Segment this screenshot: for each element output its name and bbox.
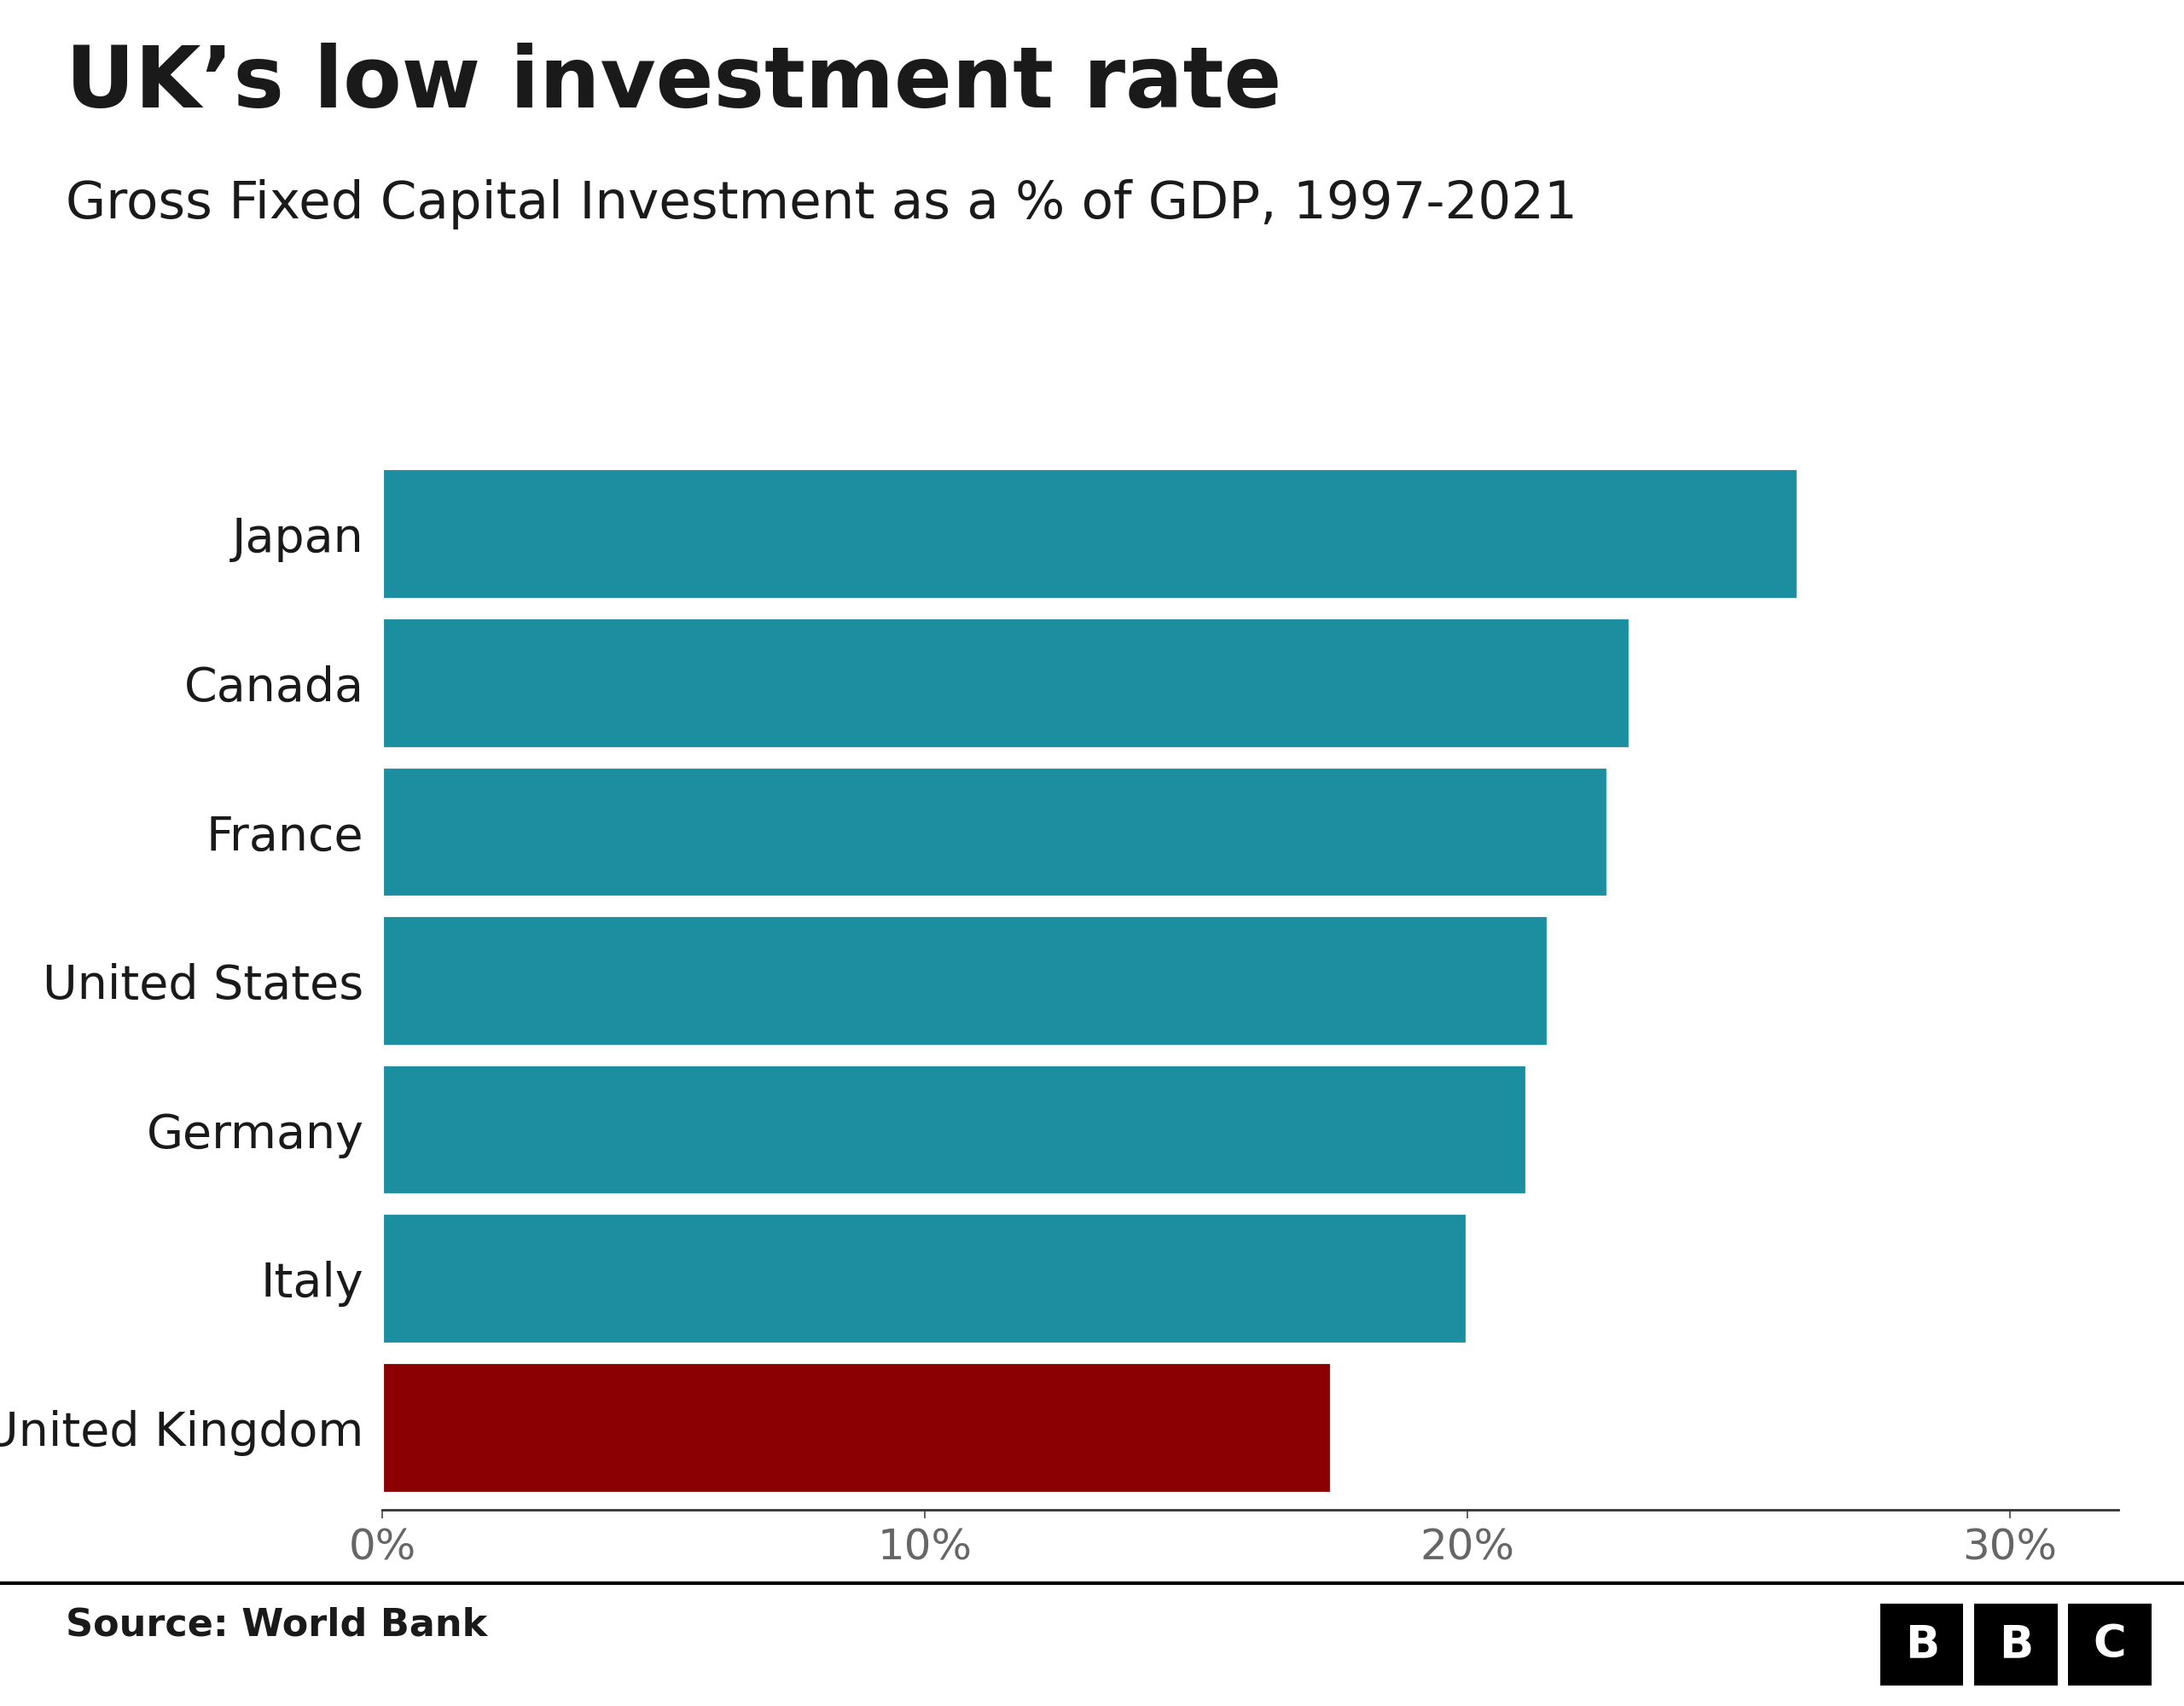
Bar bbox=[382, 1213, 1468, 1344]
Bar bbox=[382, 916, 1548, 1046]
Bar bbox=[382, 469, 1797, 599]
Bar bbox=[382, 1363, 1332, 1493]
Bar bbox=[382, 766, 1607, 897]
Text: UK’s low investment rate: UK’s low investment rate bbox=[66, 43, 1282, 126]
Bar bbox=[382, 618, 1629, 749]
Text: Gross Fixed Capital Investment as a % of GDP, 1997-2021: Gross Fixed Capital Investment as a % of… bbox=[66, 179, 1577, 229]
Text: Source: World Bank: Source: World Bank bbox=[66, 1607, 487, 1645]
Text: C: C bbox=[2092, 1622, 2127, 1667]
Bar bbox=[382, 1065, 1527, 1196]
Text: B: B bbox=[1998, 1622, 2033, 1667]
Text: B: B bbox=[1904, 1622, 1939, 1667]
